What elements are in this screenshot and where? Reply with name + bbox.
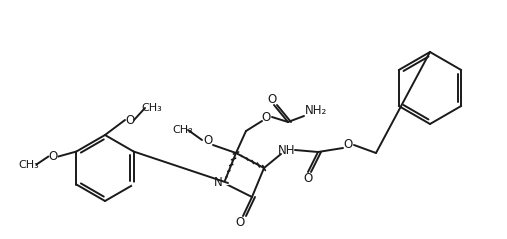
- Text: O: O: [125, 114, 135, 126]
- Text: O: O: [267, 92, 277, 105]
- Text: O: O: [343, 138, 353, 152]
- Text: O: O: [303, 173, 313, 185]
- Text: NH: NH: [278, 143, 296, 157]
- Text: O: O: [235, 217, 244, 229]
- Text: CH₃: CH₃: [172, 125, 193, 135]
- Text: N: N: [213, 176, 223, 190]
- Text: CH₃: CH₃: [141, 103, 162, 113]
- Text: O: O: [49, 150, 58, 163]
- Text: O: O: [203, 134, 212, 147]
- Text: NH₂: NH₂: [305, 103, 327, 116]
- Text: CH₃: CH₃: [18, 159, 39, 169]
- Text: O: O: [262, 110, 271, 124]
